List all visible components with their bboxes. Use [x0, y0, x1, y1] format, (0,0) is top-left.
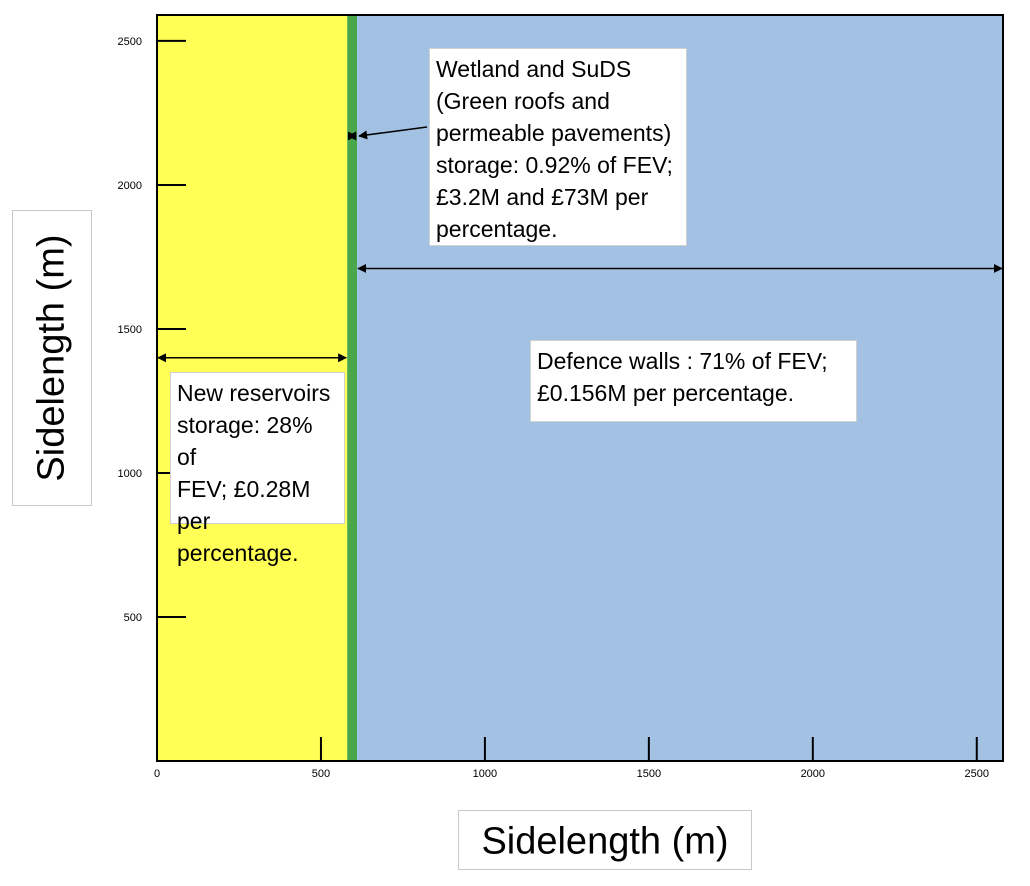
annotation-line: FEV; £0.28M [177, 476, 311, 502]
y-tick-label: 2500 [118, 36, 142, 48]
annotation-line: permeable pavements) [436, 120, 672, 146]
annotation-line: New reservoirs [177, 380, 331, 406]
annotation-line: storage: 0.92% of FEV; [436, 152, 673, 178]
annotation-line: (Green roofs and [436, 88, 610, 114]
y-tick-label: 2000 [118, 180, 142, 192]
x-tick-label: 500 [312, 768, 330, 780]
x-tick-label: 1500 [637, 768, 661, 780]
x-tick-label: 2000 [801, 768, 825, 780]
x-axis-label: Sidelength (m) [481, 820, 729, 863]
annotation-defence-walls: Defence walls : 71% of FEV; £0.156M per … [530, 340, 857, 422]
annotation-line: percentage. [436, 216, 558, 242]
y-tick-label: 1500 [118, 324, 142, 336]
x-tick-label: 1000 [473, 768, 497, 780]
x-axis-label-box [458, 810, 752, 870]
annotation-new-reservoirs: New reservoirs storage: 28% of FEV; £0.2… [170, 372, 345, 566]
annotation-line: per percentage. [177, 508, 299, 566]
annotation-line: Wetland and SuDS [436, 56, 632, 82]
y-axis-label-box [12, 210, 92, 506]
annotation-line: £0.156M per percentage. [537, 380, 795, 406]
ticks-layer: 0 500 1000 1500 2000 2500 500 1000 1500 2000 2500 [118, 36, 989, 780]
annotation-line: £3.2M and £73M per [436, 184, 649, 210]
wetland-suds-region [347, 15, 358, 761]
annotation-line: storage: 28% of [177, 412, 313, 470]
x-tick-label: 0 [154, 768, 160, 780]
annotation-line: Defence walls : 71% of FEV; [537, 348, 828, 374]
plot-frame [156, 14, 1004, 762]
wetland-pointer-arrow [358, 126, 428, 140]
x-tick-label: 2500 [965, 768, 989, 780]
y-tick-label: 1000 [118, 468, 142, 480]
arrows-layer [157, 126, 1003, 363]
y-tick-label: 500 [124, 612, 142, 624]
y-axis-label: Sidelength (m) [30, 234, 73, 482]
annotation-wetland-suds: Wetland and SuDS (Green roofs and permea… [429, 48, 687, 246]
